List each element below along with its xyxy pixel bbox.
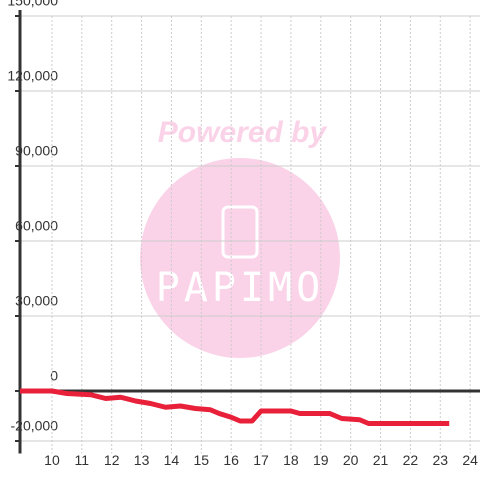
y-tick-label: 60,000 (15, 218, 58, 234)
x-tick-label: 24 (462, 452, 478, 468)
x-tick-label: 15 (194, 452, 210, 468)
x-tick-label: 12 (104, 452, 120, 468)
y-tick-label: 90,000 (15, 143, 58, 159)
watermark-text: PAPIMO (156, 265, 325, 311)
x-tick-label: 19 (313, 452, 329, 468)
watermark-text: Powered by (158, 116, 328, 149)
x-tick-label: 20 (343, 452, 359, 468)
x-tick-label: 18 (283, 452, 299, 468)
x-tick-label: 16 (223, 452, 239, 468)
x-tick-label: 23 (432, 452, 448, 468)
y-tick-label: 120,000 (7, 68, 58, 84)
y-tick-label: 150,000 (7, 0, 58, 9)
line (20, 388, 450, 426)
x-tick-label: 10 (44, 452, 60, 468)
x-tick-label: 13 (134, 452, 150, 468)
x-tick-label: 17 (253, 452, 269, 468)
x-tick-label: 22 (403, 452, 419, 468)
y-tick-label: 0 (50, 368, 58, 384)
x-tick-label: 14 (164, 452, 180, 468)
y-tick-label: -20,000 (11, 418, 59, 434)
watermark-icon (221, 205, 259, 259)
y-tick-label: 30,000 (15, 293, 58, 309)
x-tick-label: 21 (373, 452, 389, 468)
x-tick-label: 11 (75, 452, 90, 468)
